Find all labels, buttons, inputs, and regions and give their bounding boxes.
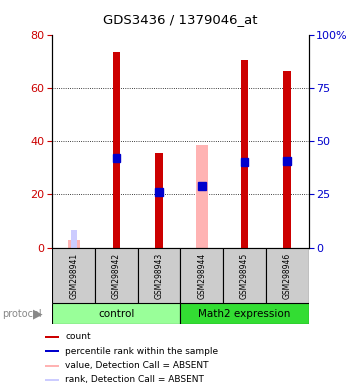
Bar [45, 364, 59, 367]
Bar [283, 71, 291, 248]
Text: percentile rank within the sample: percentile rank within the sample [65, 347, 218, 356]
Bar [95, 248, 138, 303]
Bar [241, 60, 248, 248]
Text: value, Detection Call = ABSENT: value, Detection Call = ABSENT [65, 361, 209, 370]
Bar [241, 159, 248, 166]
Bar [155, 153, 163, 248]
Bar [45, 379, 59, 381]
Text: control: control [98, 309, 135, 319]
Bar [113, 52, 120, 248]
Text: GDS3436 / 1379046_at: GDS3436 / 1379046_at [103, 13, 258, 26]
Bar [180, 303, 309, 324]
Text: GSM298943: GSM298943 [155, 252, 164, 299]
Bar [68, 240, 80, 248]
Bar [223, 248, 266, 303]
Text: GSM298945: GSM298945 [240, 252, 249, 299]
Text: count: count [65, 332, 91, 341]
Text: ▶: ▶ [33, 308, 43, 320]
Bar [196, 145, 208, 248]
Text: GSM298946: GSM298946 [283, 252, 292, 299]
Bar [155, 188, 163, 196]
Text: GSM298944: GSM298944 [197, 252, 206, 299]
Bar [52, 303, 180, 324]
Text: protocol: protocol [2, 309, 42, 319]
Bar [198, 182, 206, 190]
Bar [180, 248, 223, 303]
Text: rank, Detection Call = ABSENT: rank, Detection Call = ABSENT [65, 376, 204, 384]
Bar [71, 230, 77, 248]
Bar [266, 248, 309, 303]
Bar [45, 336, 59, 338]
Text: Math2 expression: Math2 expression [199, 309, 291, 319]
Bar [45, 350, 59, 352]
Bar [138, 248, 180, 303]
Bar [113, 154, 120, 162]
Bar [283, 157, 291, 165]
Text: GSM298941: GSM298941 [69, 252, 78, 299]
Text: GSM298942: GSM298942 [112, 252, 121, 299]
Bar [52, 248, 95, 303]
